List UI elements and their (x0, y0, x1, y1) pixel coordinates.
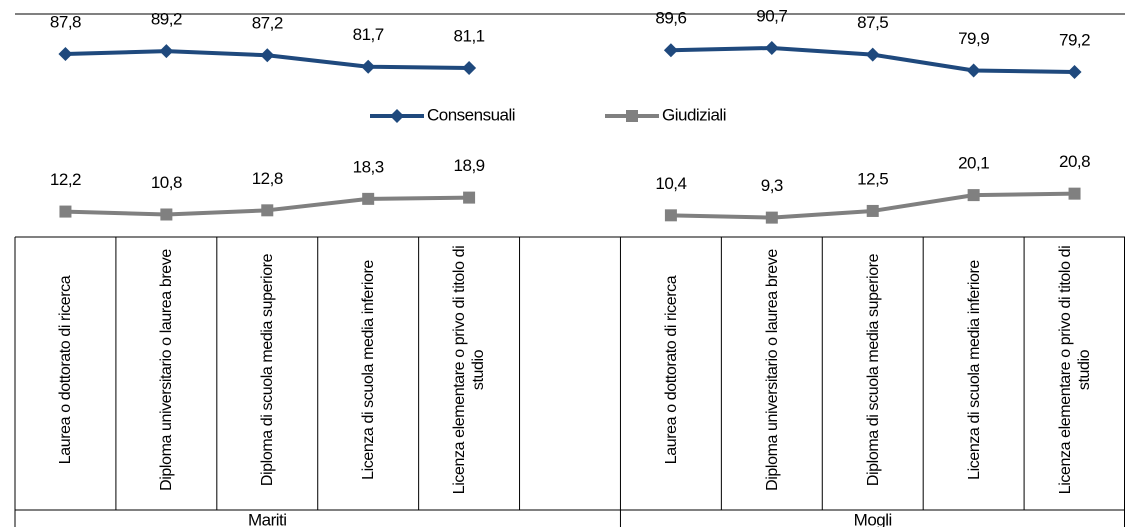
data-point (1068, 187, 1081, 200)
data-point (663, 43, 678, 58)
data-label: 9,3 (761, 176, 783, 195)
data-label: 18,9 (454, 156, 485, 175)
data-point (463, 191, 476, 204)
x-tick-label: Diploma universitario o laurea breve (157, 249, 175, 491)
data-point (362, 192, 375, 205)
data-point (58, 47, 73, 62)
data-label: 89,6 (655, 9, 686, 28)
data-point (59, 205, 72, 218)
data-label: 79,2 (1059, 30, 1090, 49)
x-tick-label: Diploma universitario o laurea breve (763, 249, 781, 491)
data-label: 81,7 (353, 25, 384, 44)
data-label: 87,5 (857, 13, 888, 32)
x-tick-label: Licenza elementare o privo di titolo di … (1056, 245, 1093, 495)
legend-marker (390, 109, 404, 123)
x-tick-label: Diploma di scuola media superiore (864, 253, 882, 487)
data-label: 89,2 (151, 10, 182, 29)
data-point (866, 204, 879, 217)
data-label: 12,5 (857, 169, 888, 188)
data-point (261, 204, 274, 217)
data-label: 20,8 (1059, 152, 1090, 171)
data-label: 18,3 (353, 157, 384, 176)
data-label: 87,2 (252, 14, 283, 33)
data-point (160, 208, 173, 221)
data-label: 10,4 (655, 174, 686, 193)
data-point (361, 59, 376, 74)
data-point (1067, 64, 1082, 79)
data-label: 87,8 (50, 12, 81, 31)
x-tick-label: Diploma di scuola media superiore (258, 253, 276, 487)
data-point (462, 60, 477, 75)
data-point (260, 48, 275, 63)
data-label: 79,9 (958, 29, 989, 48)
legend-marker (626, 110, 638, 122)
x-tick-label: Licenza di scuola media inferiore (965, 260, 983, 480)
legend-label: Consensuali (427, 105, 515, 124)
x-tick-label: Licenza di scuola media inferiore (359, 260, 377, 480)
data-point (966, 63, 981, 78)
data-label: 90,7 (756, 6, 787, 25)
data-point (765, 211, 778, 224)
series-line (65, 191, 1075, 220)
data-point (159, 44, 174, 59)
data-point (865, 47, 880, 62)
x-tick-label: Laurea o dottorato di ricerca (662, 275, 680, 465)
data-label: 12,2 (50, 170, 81, 189)
data-point (764, 40, 779, 55)
group-label: Mariti (248, 510, 287, 527)
data-label: 81,1 (454, 26, 485, 45)
x-tick-label: Licenza elementare o privo di titolo di … (451, 245, 488, 495)
series-line (65, 45, 1075, 74)
data-label: 20,1 (958, 154, 989, 173)
data-point (967, 189, 980, 202)
legend-label: Giudiziali (662, 105, 726, 124)
data-label: 12,8 (252, 169, 283, 188)
x-tick-label: Laurea o dottorato di ricerca (56, 275, 74, 465)
data-label: 10,8 (151, 173, 182, 192)
group-label: Mogli (854, 510, 892, 527)
data-point (664, 209, 677, 222)
